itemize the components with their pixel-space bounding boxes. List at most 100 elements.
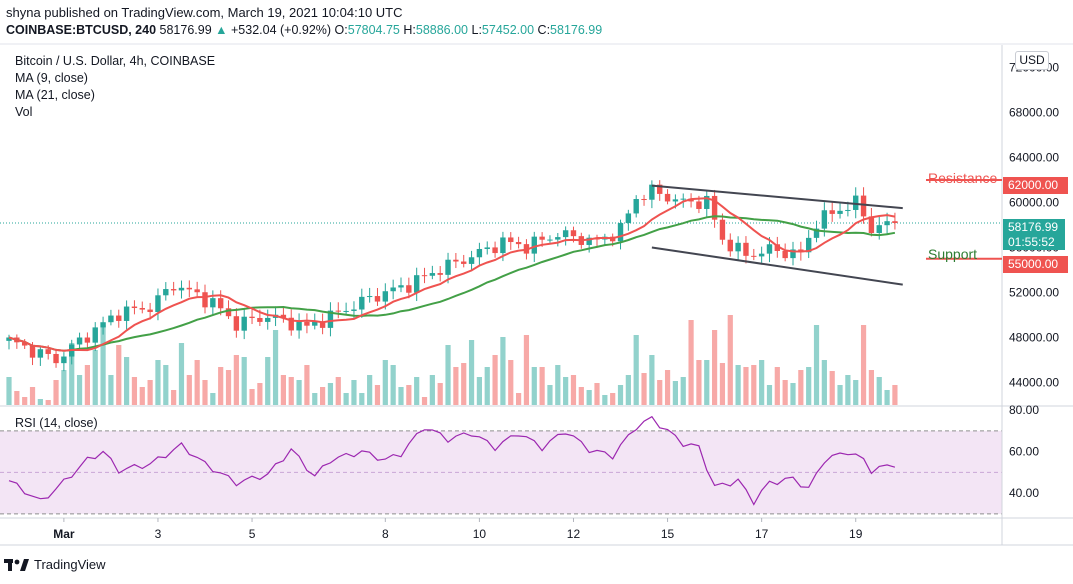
- time-tick-label: 15: [661, 527, 675, 541]
- candle-body: [257, 317, 263, 322]
- candle-body: [476, 248, 483, 258]
- volume-bar: [680, 377, 686, 405]
- candle-body: [484, 247, 490, 249]
- price-tick-label: 64000.00: [1009, 151, 1059, 165]
- tradingview-logo-icon: [4, 558, 29, 571]
- candle-body: [100, 322, 106, 328]
- candle-body: [280, 314, 287, 318]
- candle-body: [570, 230, 577, 237]
- volume-bar: [147, 380, 153, 405]
- candle-body: [327, 310, 334, 328]
- volume-bar: [657, 380, 663, 405]
- volume-bar: [390, 365, 396, 405]
- candle-body: [312, 321, 318, 326]
- candle-body: [562, 230, 569, 238]
- candle-body: [555, 237, 561, 240]
- legend-ma21[interactable]: MA (21, close): [15, 88, 95, 102]
- currency-button[interactable]: USD: [1015, 51, 1049, 70]
- volume-bar: [257, 383, 263, 405]
- candle-body: [586, 237, 592, 245]
- volume-bar: [476, 377, 482, 405]
- volume-bar: [29, 387, 36, 405]
- candle-body: [664, 193, 671, 202]
- candle-body: [860, 195, 867, 217]
- volume-bar: [829, 371, 835, 405]
- volume-bar: [249, 389, 255, 405]
- candle-body: [21, 342, 28, 346]
- volume-bar: [163, 365, 169, 405]
- candle-body: [437, 273, 443, 275]
- volume-bar: [602, 395, 608, 405]
- candle-body: [704, 195, 710, 209]
- rsi-legend[interactable]: RSI (14, close): [15, 416, 98, 430]
- publisher-line: shyna published on TradingView.com, Marc…: [6, 5, 403, 20]
- candle-body: [884, 221, 890, 226]
- volume-bar: [853, 380, 859, 405]
- candle-body: [29, 345, 36, 358]
- candle-body: [139, 308, 145, 310]
- candle-body: [421, 275, 428, 277]
- volume-bar: [14, 391, 20, 405]
- rsi-tick-label: 60.00: [1009, 445, 1039, 459]
- time-tick-label: 12: [567, 527, 581, 541]
- legend-vol[interactable]: Vol: [15, 105, 33, 119]
- volume-bar: [22, 397, 28, 405]
- volume-bar: [578, 387, 584, 405]
- candle-body: [539, 236, 545, 240]
- price-tick-label: 44000.00: [1009, 376, 1059, 390]
- volume-bar: [429, 375, 435, 405]
- tradingview-brand[interactable]: TradingView: [4, 557, 106, 572]
- volume-bar: [218, 367, 224, 405]
- rsi-tick-label: 80.00: [1009, 403, 1039, 417]
- price-tick-label: 68000.00: [1009, 106, 1059, 120]
- candle-body: [829, 210, 835, 214]
- candle-body: [805, 237, 812, 253]
- volume-bar: [265, 357, 271, 405]
- candle-body: [633, 199, 639, 214]
- volume-bar: [696, 360, 702, 405]
- candle-body: [625, 213, 632, 224]
- ma21-line: [8, 215, 896, 352]
- volume-bar: [178, 343, 185, 405]
- volume-bar: [516, 393, 522, 405]
- volume-bar: [845, 375, 851, 405]
- price-tick-label: 60000.00: [1009, 196, 1059, 210]
- volume-bar: [414, 377, 420, 405]
- candle-body: [719, 219, 726, 240]
- candle-body: [366, 296, 373, 298]
- volume-bar: [664, 370, 671, 405]
- volume-bar: [523, 335, 530, 405]
- volume-bar: [406, 385, 412, 405]
- volume-bar: [92, 350, 98, 405]
- last-price-tag: 58176.99 01:55:52: [1003, 219, 1065, 250]
- volume-bar: [421, 397, 428, 405]
- time-tick-label: 19: [849, 527, 863, 541]
- channel-upper-line: [651, 184, 903, 210]
- volume-bar: [461, 363, 467, 405]
- candle-body: [155, 295, 161, 313]
- candle-body: [727, 239, 733, 252]
- volume-bar: [500, 337, 506, 405]
- candle-body: [319, 321, 326, 328]
- candle-body: [468, 257, 475, 264]
- time-tick-label: 8: [382, 527, 389, 541]
- candle-body: [429, 273, 436, 276]
- volume-bar: [860, 325, 867, 405]
- volume-bar: [782, 380, 788, 405]
- candle-body: [382, 291, 389, 302]
- candle-body: [531, 236, 537, 254]
- candle-body: [108, 315, 114, 323]
- candle-body: [225, 308, 232, 317]
- volume-bar: [884, 390, 890, 405]
- candle-body: [92, 327, 98, 343]
- candle-body: [288, 317, 294, 331]
- volume-bar: [76, 375, 83, 405]
- support-annotation: Support: [928, 246, 978, 262]
- up-triangle-icon: ▲: [215, 23, 228, 37]
- candle-body: [641, 199, 647, 201]
- volume-bar: [343, 393, 349, 405]
- volume-bar: [45, 400, 51, 405]
- legend-ma9[interactable]: MA (9, close): [15, 71, 88, 85]
- candle-body: [413, 275, 420, 293]
